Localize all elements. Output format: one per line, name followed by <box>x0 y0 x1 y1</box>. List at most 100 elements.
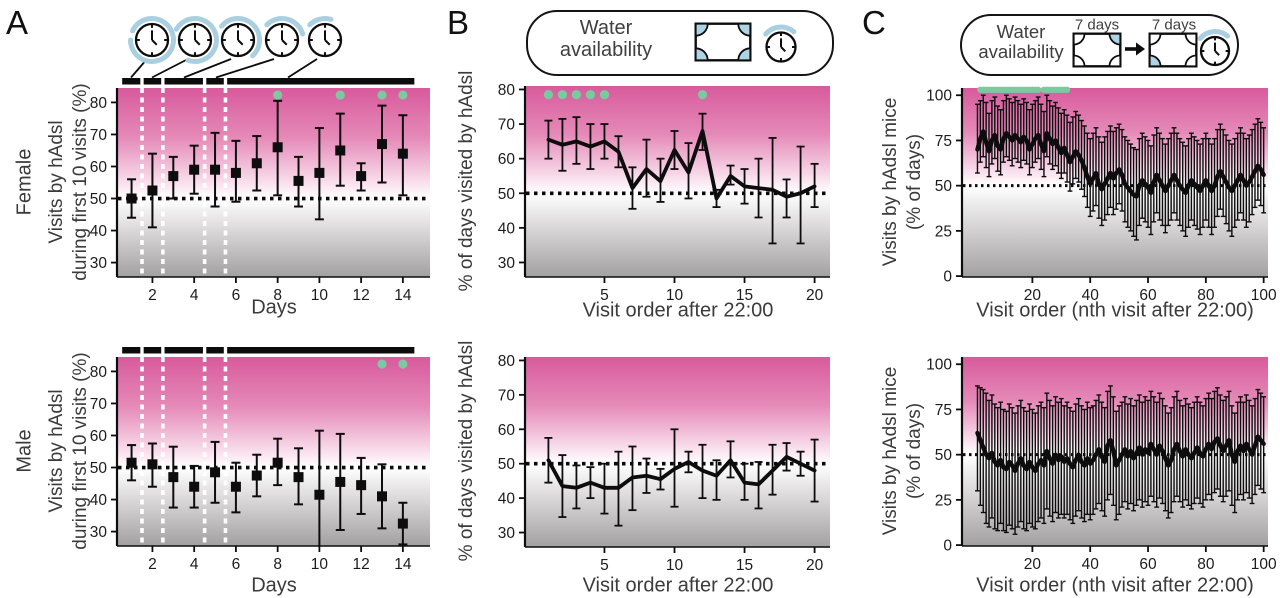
significance-dot <box>335 90 345 100</box>
data-point-marker <box>356 171 367 182</box>
clock-icon <box>264 16 306 58</box>
y-tick-label: 70 <box>498 387 516 404</box>
y-tick-label: 30 <box>498 525 516 542</box>
y-tick-label: 75 <box>935 133 952 150</box>
data-point-marker <box>189 164 200 175</box>
data-point-marker <box>397 148 408 159</box>
y-tick-label: 40 <box>90 223 108 240</box>
y-tick-label: 40 <box>498 491 516 508</box>
y-tick-label: 40 <box>90 492 108 509</box>
significance-dot <box>1034 86 1042 94</box>
c-male-xlabel: Visit order (nth visit after 22:00) <box>976 574 1254 597</box>
data-point-marker <box>147 185 158 196</box>
x-tick-label: 4 <box>190 556 199 573</box>
chart-b-female: 30 40 50 60 70 80 5 10 15 20 <box>498 82 830 304</box>
data-point-marker <box>293 472 304 483</box>
water-port-tr <box>1108 32 1122 46</box>
panel-b-letter: B <box>447 4 470 41</box>
data-point-marker <box>251 158 262 169</box>
y-tick-label: 50 <box>935 178 953 195</box>
y-tick-label: 30 <box>90 255 108 272</box>
x-tick-label: 60 <box>1139 287 1157 304</box>
panel-c-letter: C <box>862 4 886 41</box>
clock-icon <box>1197 29 1231 67</box>
y-tick-label: 0 <box>943 538 952 555</box>
water-port-br <box>1108 54 1122 68</box>
water-port-br <box>737 47 752 62</box>
water-port-tl <box>1072 32 1086 46</box>
row-label-female: Female <box>13 148 36 216</box>
x-tick-label: 100 <box>1251 287 1277 304</box>
x-tick-label: 60 <box>1139 556 1157 573</box>
y-tick-label: 60 <box>90 159 108 176</box>
clock-icon <box>763 24 797 63</box>
b-male-xlabel: Visit order after 22:00 <box>582 574 774 597</box>
c-female-ylabel-line2: (% of days) <box>904 133 925 231</box>
c-female-ylabel-line1: Visits by hAdsl mice <box>880 97 901 267</box>
y-tick-label: 70 <box>90 127 108 144</box>
data-line <box>975 129 1266 199</box>
clock-connector-line <box>215 58 275 79</box>
data-point-marker <box>230 481 241 492</box>
data-line <box>546 129 817 201</box>
data-layer <box>544 112 819 245</box>
b-legend-title: Water availability <box>531 17 681 61</box>
x-tick-label: 15 <box>736 287 753 304</box>
data-point-marker <box>356 480 367 491</box>
plot-background <box>118 357 430 546</box>
b-male-ylabel: % of days visited by hAdsl <box>456 340 477 562</box>
chart-b-male: 30 40 50 60 70 80 5 10 15 20 <box>498 353 830 574</box>
y-tick-label: 100 <box>926 357 952 374</box>
data-layer <box>544 428 819 527</box>
b-female-xlabel: Visit order after 22:00 <box>582 299 774 322</box>
clock-icon <box>307 16 343 58</box>
x-tick-label: 2 <box>148 287 157 304</box>
x-tick-label: 12 <box>353 556 370 573</box>
water-port-bl <box>1148 54 1162 68</box>
a-male-ylabel-line2: during first 10 visits (%) <box>70 352 91 550</box>
data-point-marker <box>210 164 221 175</box>
water-schedule-bar-segment <box>227 347 415 354</box>
water-schedule-bar-segment <box>122 347 141 354</box>
y-tick-label: 50 <box>90 460 108 477</box>
y-tick-label: 25 <box>935 223 952 240</box>
data-point-marker <box>126 193 137 204</box>
x-tick-label: 20 <box>806 287 824 304</box>
a-female-ylabel-line2: during first 10 visits (%) <box>70 83 91 281</box>
clock-connector-line <box>183 58 232 79</box>
data-point-marker <box>272 457 283 468</box>
y-tick-label: 30 <box>90 524 108 541</box>
b-legend-title-line2: availability <box>559 39 653 61</box>
y-tick-label: 50 <box>90 191 108 208</box>
x-tick-label: 12 <box>353 287 370 304</box>
b-legend-title-line1: Water <box>579 17 633 39</box>
a-male-ylabel-line1: Visits by hAdsl <box>46 389 67 513</box>
y-tick-label: 50 <box>935 447 953 464</box>
significance-dot <box>697 90 708 100</box>
water-port-tl <box>1148 32 1162 46</box>
data-point-marker <box>168 171 179 182</box>
x-tick-label: 10 <box>666 287 684 304</box>
x-tick-label: 10 <box>311 287 329 304</box>
y-tick-label: 80 <box>498 82 516 99</box>
water-port-tl <box>694 22 709 37</box>
data-point-marker <box>147 459 158 470</box>
water-schedule-bar-segment <box>164 78 203 85</box>
c-legend-title-line2: availability <box>978 41 1064 62</box>
row-label-male: Male <box>13 429 36 473</box>
water-cage-before-icon <box>1072 32 1122 68</box>
data-point-marker <box>314 167 325 178</box>
data-line <box>975 430 1266 474</box>
c-period1-label: 7 days <box>1074 16 1120 34</box>
x-tick-label: 5 <box>600 557 609 574</box>
water-cage-after-icon <box>1148 32 1198 68</box>
y-tick-label: 0 <box>943 269 952 286</box>
significance-dot <box>599 90 610 100</box>
water-schedule-bar-segment <box>143 78 162 85</box>
water-port-tr <box>1184 32 1198 46</box>
y-tick-label: 75 <box>935 402 952 419</box>
data-point-marker <box>293 175 304 186</box>
clock-icon <box>219 16 262 59</box>
y-tick-label: 50 <box>498 186 516 203</box>
